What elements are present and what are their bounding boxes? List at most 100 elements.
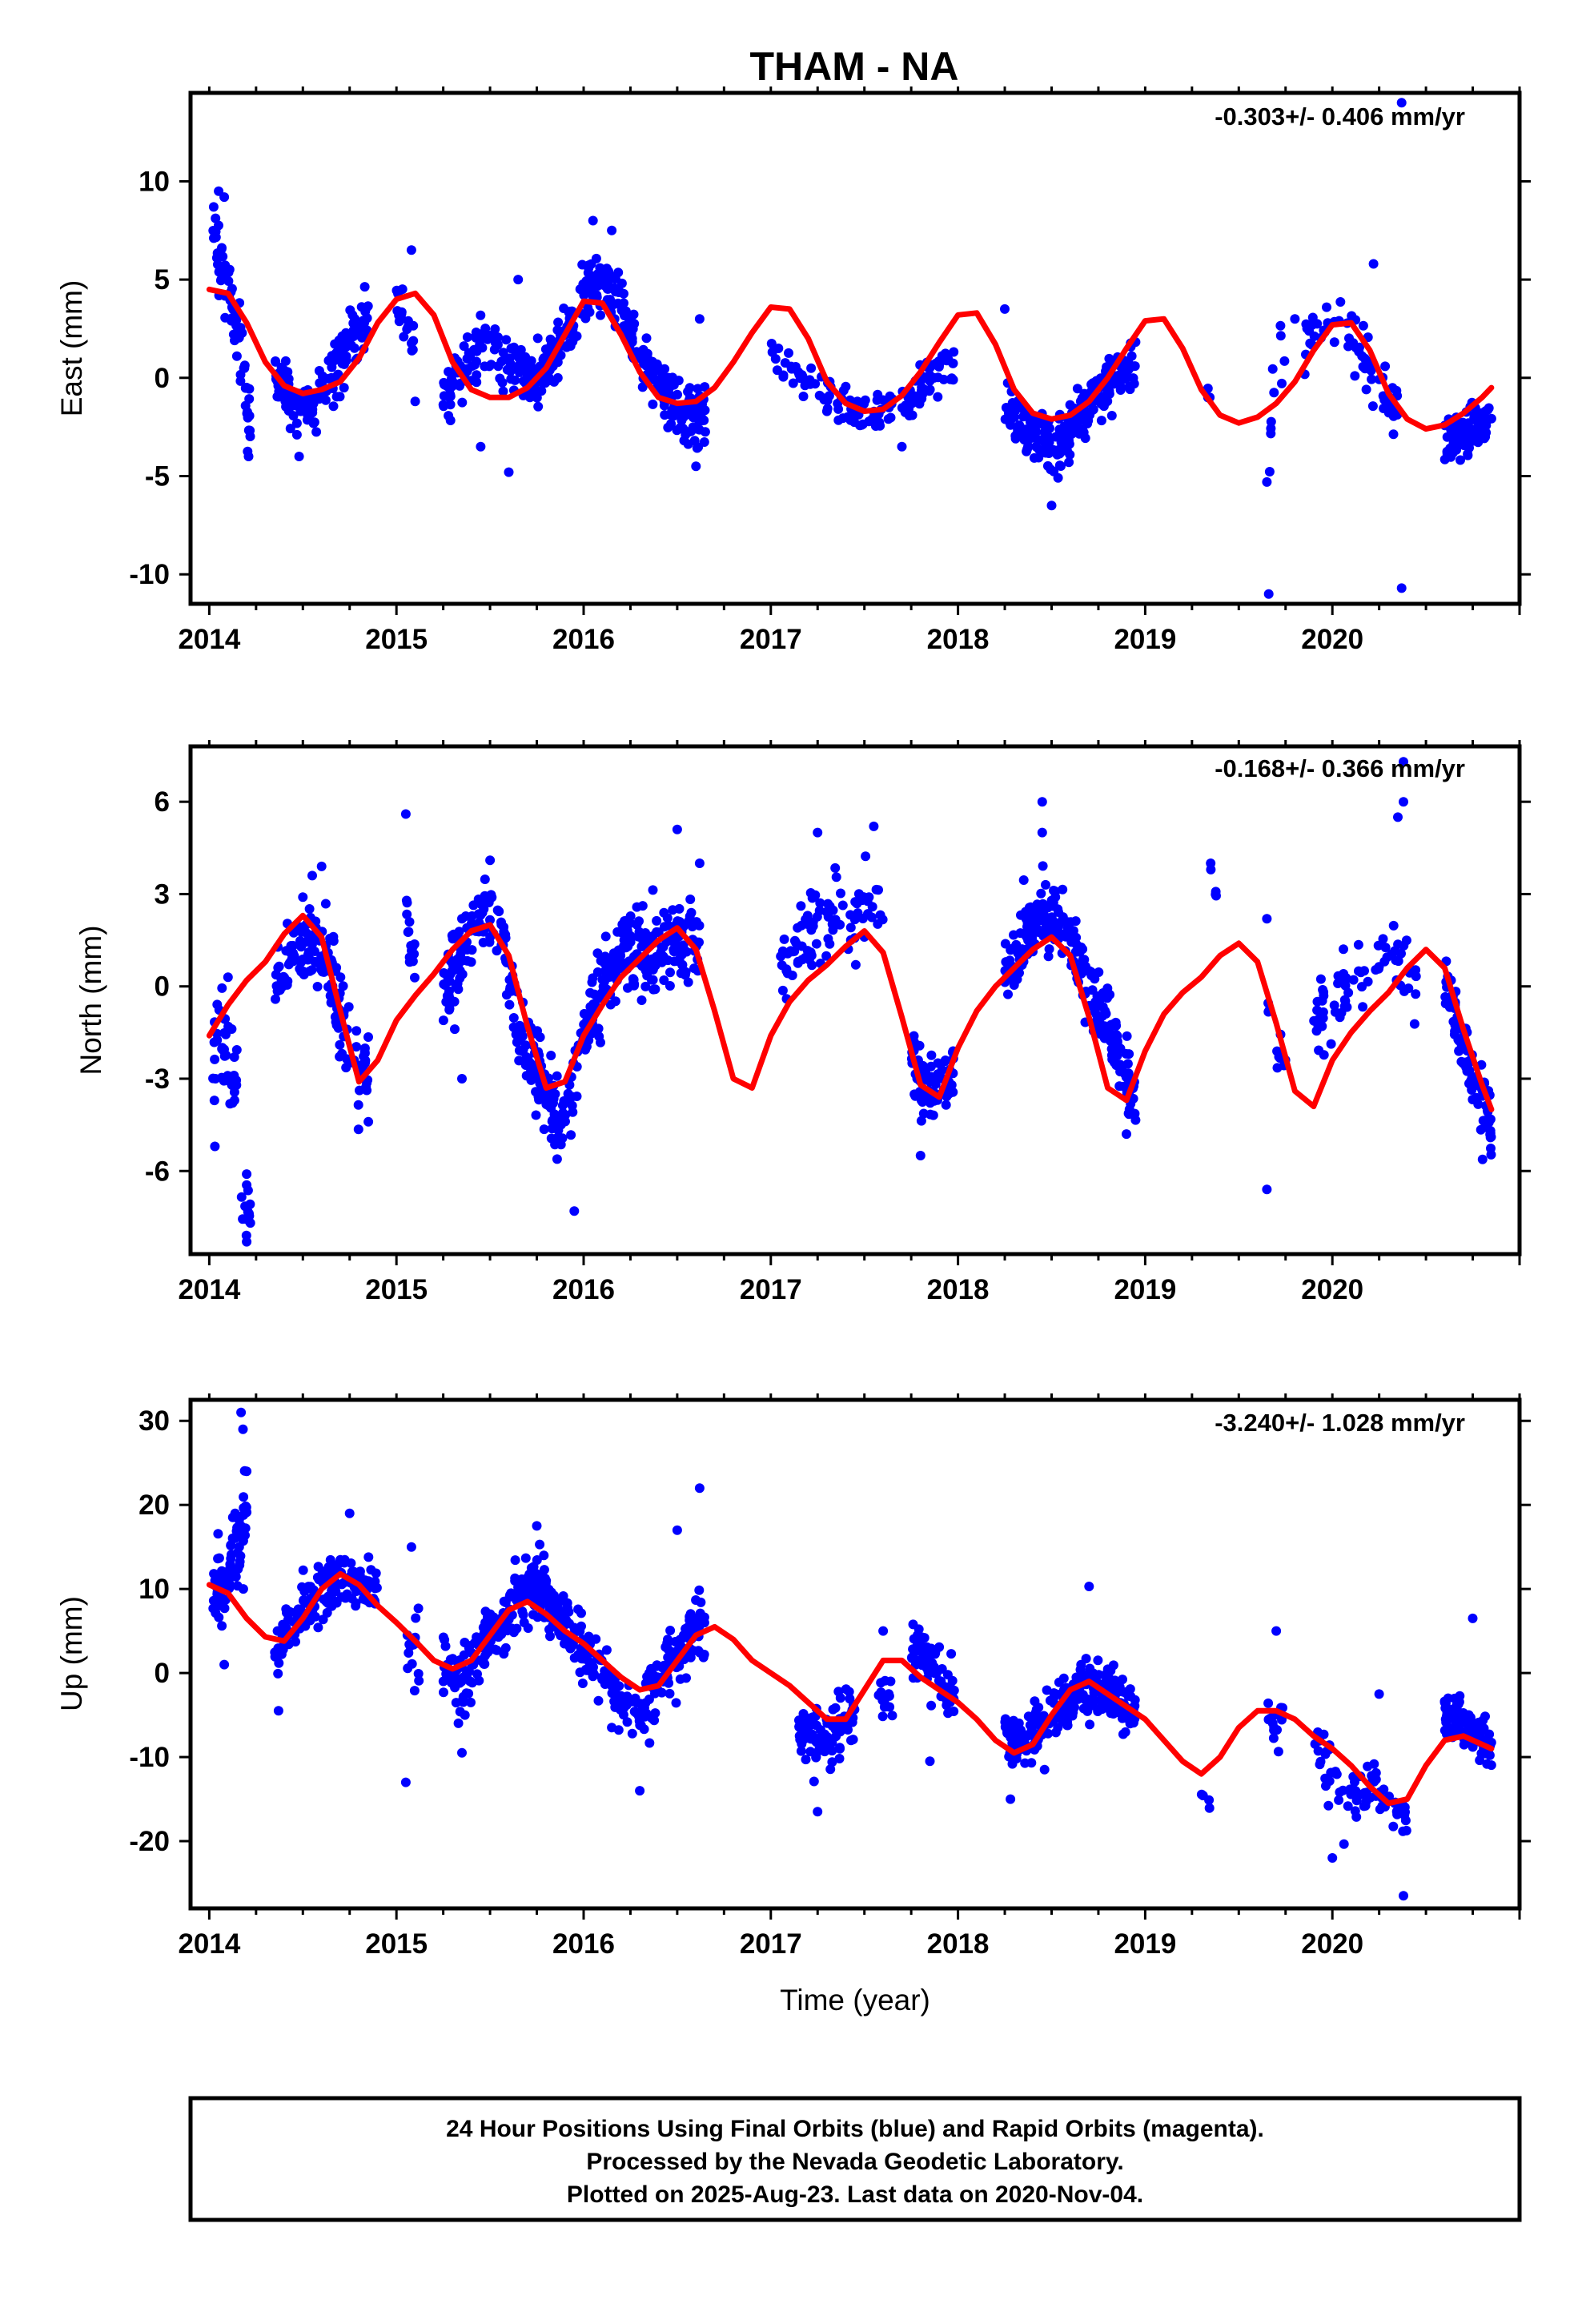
north-data-point — [600, 966, 610, 976]
up-data-point — [1486, 1760, 1496, 1771]
north-data-point — [508, 1013, 519, 1023]
north-rate-label: -0.168+/- 0.366 mm/yr — [1215, 754, 1465, 782]
north-data-point — [1449, 1029, 1460, 1039]
north-data-point — [1122, 1059, 1133, 1069]
east-outlier-point — [1368, 259, 1379, 269]
up-data-point — [532, 1555, 542, 1565]
east-data-point — [849, 417, 860, 428]
north-data-point — [404, 952, 415, 963]
north-data-point — [1038, 861, 1048, 871]
north-data-point — [1378, 934, 1388, 944]
east-data-point — [648, 367, 659, 377]
north-data-point — [335, 972, 346, 983]
east-data-point — [806, 363, 817, 373]
up-data-point — [632, 1708, 642, 1719]
up-y-tick-label: 0 — [155, 1658, 170, 1689]
north-data-point — [272, 986, 283, 996]
up-data-point — [1323, 1800, 1334, 1811]
north-data-point — [807, 893, 817, 903]
north-data-point — [229, 1096, 239, 1105]
up-data-point — [340, 1593, 351, 1603]
north-data-point — [694, 920, 705, 931]
east-data-point — [1388, 429, 1399, 440]
north-data-point — [360, 1058, 370, 1068]
up-data-point — [844, 1687, 854, 1697]
east-data-point — [767, 347, 777, 357]
east-data-point — [679, 425, 689, 435]
up-x-tick-label: 2017 — [740, 1928, 802, 1960]
up-data-point — [1467, 1719, 1477, 1730]
east-data-point — [1064, 435, 1074, 445]
up-data-point — [650, 1708, 661, 1719]
east-data-point — [363, 301, 373, 312]
up-data-point — [1058, 1716, 1068, 1727]
up-data-point — [305, 1615, 315, 1626]
east-data-point — [1088, 404, 1098, 415]
north-data-point — [1101, 1008, 1111, 1019]
up-outlier-point — [878, 1626, 889, 1636]
up-data-point — [234, 1530, 244, 1540]
up-data-point — [947, 1675, 958, 1686]
up-data-point — [934, 1642, 945, 1652]
east-x-tick-label: 2019 — [1114, 624, 1176, 655]
east-data-point — [665, 409, 676, 420]
up-data-point — [232, 1581, 243, 1591]
north-data-point — [455, 973, 465, 983]
east-data-point — [208, 202, 219, 212]
north-data-point — [244, 1208, 254, 1219]
up-data-point — [1020, 1758, 1030, 1768]
up-data-point — [1204, 1795, 1215, 1805]
north-data-point — [217, 983, 227, 993]
north-data-point — [1326, 1039, 1336, 1049]
north-data-point — [689, 963, 699, 974]
north-data-point — [559, 1096, 569, 1106]
north-data-point — [1070, 916, 1081, 927]
east-data-point — [445, 416, 456, 425]
east-data-point — [572, 331, 582, 341]
up-data-point — [652, 1660, 662, 1671]
east-data-point — [520, 352, 531, 362]
east-data-point — [501, 335, 512, 345]
east-data-point — [1379, 404, 1389, 413]
east-data-point — [1106, 411, 1117, 420]
north-data-point — [474, 897, 484, 907]
north-data-point — [1411, 971, 1421, 982]
up-data-point — [535, 1539, 545, 1550]
up-data-point — [1085, 1719, 1095, 1730]
north-data-point — [1036, 901, 1046, 911]
up-outlier-point — [457, 1747, 467, 1758]
north-y-tick-label: -3 — [145, 1063, 170, 1095]
north-outlier-point — [1206, 858, 1216, 868]
up-y-tick-label: 10 — [139, 1574, 170, 1605]
up-data-point — [1484, 1729, 1495, 1739]
up-data-point — [573, 1604, 584, 1614]
north-data-point — [295, 935, 305, 946]
east-data-point — [611, 286, 621, 296]
north-data-point — [523, 1053, 533, 1063]
east-data-point — [577, 259, 588, 270]
east-data-point — [1010, 406, 1020, 416]
north-data-point — [1211, 887, 1221, 897]
north-data-point — [599, 977, 609, 987]
north-data-point — [1333, 979, 1343, 988]
east-data-point — [533, 401, 544, 412]
east-data-point — [343, 340, 354, 351]
up-data-point — [351, 1598, 361, 1608]
north-data-point — [351, 1026, 362, 1036]
north-outlier-point — [569, 1206, 580, 1216]
north-data-point — [335, 1039, 345, 1050]
up-plot-area — [206, 1407, 1496, 1901]
east-panel-frame — [188, 90, 1522, 606]
up-outlier-point — [1399, 1891, 1408, 1901]
up-data-point — [1033, 1717, 1043, 1727]
north-data-point — [1009, 930, 1018, 940]
east-data-point — [1329, 337, 1339, 348]
east-data-point — [359, 282, 370, 292]
up-data-point — [577, 1679, 588, 1688]
north-data-point — [1401, 935, 1411, 946]
north-data-point — [410, 972, 420, 983]
up-data-point — [820, 1730, 830, 1740]
north-data-point — [909, 1089, 920, 1100]
east-data-point — [462, 353, 472, 364]
north-data-point — [1371, 965, 1381, 975]
